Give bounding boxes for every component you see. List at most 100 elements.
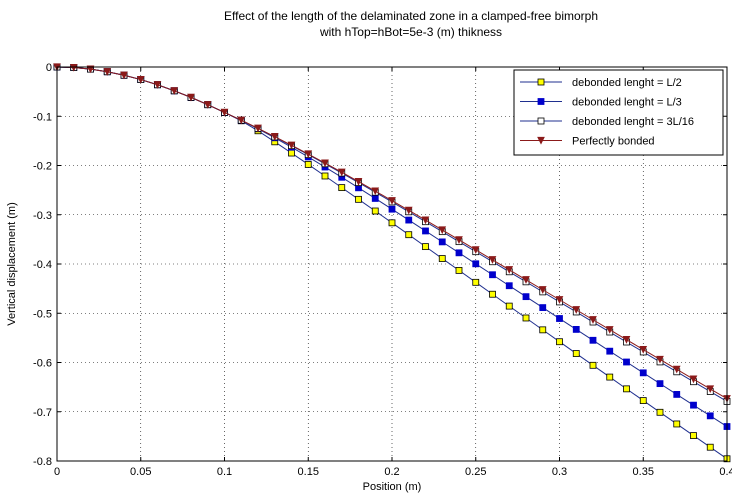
data-point bbox=[337, 168, 346, 177]
data-point bbox=[187, 93, 195, 102]
data-point bbox=[689, 375, 698, 384]
data-point bbox=[489, 290, 496, 298]
x-tick-label: 0.1 bbox=[217, 466, 232, 478]
data-point bbox=[472, 260, 480, 268]
data-point bbox=[606, 347, 614, 355]
data-point bbox=[103, 68, 112, 76]
legend-item: debonded lenght = L/2 bbox=[520, 77, 682, 89]
y-tick-label: -0.7 bbox=[33, 407, 52, 419]
data-point bbox=[605, 326, 614, 334]
data-point bbox=[706, 385, 715, 394]
data-point bbox=[572, 350, 580, 357]
data-point bbox=[639, 345, 648, 354]
data-point bbox=[455, 236, 463, 244]
data-point bbox=[86, 65, 95, 74]
legend-label: debonded lenght = L/3 bbox=[572, 97, 682, 109]
data-point bbox=[404, 206, 413, 215]
legend-label: debonded lenght = L/2 bbox=[572, 77, 682, 89]
data-point bbox=[371, 187, 380, 196]
legend-item: Perfectly bonded bbox=[520, 136, 655, 148]
y-tick-label: -0.4 bbox=[33, 259, 52, 271]
series-layer bbox=[53, 63, 731, 463]
data-point bbox=[153, 81, 162, 89]
data-point bbox=[471, 246, 480, 254]
data-point bbox=[438, 255, 446, 262]
data-point bbox=[673, 420, 681, 428]
data-point bbox=[690, 401, 697, 409]
x-tick-label: 0 bbox=[54, 466, 60, 478]
data-point bbox=[706, 443, 714, 451]
data-point bbox=[673, 391, 681, 398]
data-point bbox=[455, 267, 463, 274]
data-point bbox=[438, 226, 447, 235]
data-point bbox=[237, 116, 246, 125]
legend-item: debonded lenght = L/3 bbox=[520, 97, 682, 109]
data-point bbox=[388, 219, 396, 227]
data-point bbox=[672, 365, 681, 374]
data-point bbox=[606, 373, 614, 381]
data-point bbox=[287, 141, 296, 150]
data-point bbox=[572, 306, 581, 314]
data-point bbox=[321, 172, 329, 180]
data-point bbox=[556, 338, 563, 346]
data-point bbox=[304, 150, 313, 159]
data-point bbox=[622, 336, 631, 344]
data-point bbox=[354, 178, 363, 186]
chart-title-line-1: Effect of the length of the delaminated … bbox=[224, 9, 598, 23]
x-tick-label: 0.15 bbox=[298, 466, 319, 478]
chart-title-line-2: with hTop=hBot=5e-3 (m) thikness bbox=[319, 25, 502, 39]
data-point bbox=[623, 358, 630, 366]
legend-label: debonded lenght = 3L/16 bbox=[572, 116, 694, 128]
data-point bbox=[489, 271, 496, 279]
data-point bbox=[539, 304, 547, 311]
data-point bbox=[572, 326, 580, 333]
data-point bbox=[438, 238, 446, 246]
data-point bbox=[522, 293, 530, 301]
data-point bbox=[623, 385, 630, 393]
data-point bbox=[656, 380, 664, 388]
data-point bbox=[405, 216, 413, 224]
x-tick-label: 0.2 bbox=[384, 466, 399, 478]
x-tick-label: 0.25 bbox=[465, 466, 486, 478]
data-point bbox=[304, 161, 312, 168]
data-point bbox=[422, 227, 429, 235]
y-tick-label: -0.2 bbox=[33, 161, 52, 173]
data-point bbox=[120, 71, 128, 80]
data-point bbox=[556, 315, 563, 322]
data-point bbox=[422, 243, 429, 251]
data-point bbox=[455, 249, 463, 257]
x-tick-label: 0.35 bbox=[633, 466, 654, 478]
ticks: 0 0.05 0.1 0.15 0.2 0.25 0.3 0.35 0.4 0 -0.1 -0.2 -0… bbox=[33, 62, 732, 478]
y-tick-label: 0 bbox=[46, 62, 52, 74]
data-point bbox=[589, 316, 597, 324]
data-point bbox=[639, 369, 647, 377]
data-point bbox=[405, 231, 413, 239]
y-axis-label: Vertical displacement (m) bbox=[6, 202, 18, 326]
data-point bbox=[355, 195, 362, 203]
data-point bbox=[472, 278, 480, 286]
data-point bbox=[388, 197, 396, 205]
data-point bbox=[371, 207, 379, 215]
data-point bbox=[538, 286, 547, 294]
data-point bbox=[69, 63, 78, 72]
data-point bbox=[555, 296, 564, 304]
x-tick-label: 0.4 bbox=[719, 466, 732, 478]
data-point bbox=[690, 432, 697, 439]
x-tick-label: 0.05 bbox=[130, 466, 151, 478]
legend-swatch-marker bbox=[537, 78, 545, 86]
y-tick-label: -0.8 bbox=[33, 456, 52, 468]
data-point bbox=[338, 184, 346, 192]
y-tick-label: -0.3 bbox=[33, 210, 52, 222]
data-point bbox=[539, 326, 547, 334]
data-point bbox=[170, 87, 179, 95]
x-axis-label: Position (m) bbox=[363, 481, 422, 493]
data-point bbox=[421, 216, 430, 225]
y-tick-label: -0.6 bbox=[33, 358, 52, 370]
data-point bbox=[270, 133, 279, 141]
y-tick-label: -0.1 bbox=[33, 111, 52, 123]
data-point bbox=[371, 195, 379, 202]
legend-swatch-marker bbox=[537, 117, 545, 125]
data-point bbox=[656, 408, 664, 416]
